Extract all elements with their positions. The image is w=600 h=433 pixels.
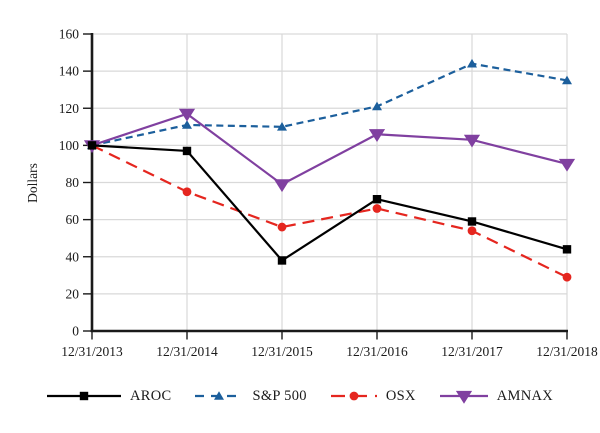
series-s-p-500-line — [91, 62, 568, 147]
series-aroc — [87, 141, 572, 265]
x-tick-label: 12/31/2014 — [156, 344, 218, 359]
legend-label-s-p-500: S&P 500 — [252, 387, 307, 404]
series-aroc-line — [91, 144, 568, 262]
legend-item-amnax: AMNAX — [439, 387, 554, 405]
x-tick-label: 12/31/2013 — [61, 344, 123, 359]
legend-label-osx: OSX — [385, 387, 416, 404]
y-tick-label: 160 — [59, 27, 80, 42]
series-osx — [87, 140, 572, 282]
series-osx-line — [91, 144, 568, 279]
legend-item-s-p-500: S&P 500 — [195, 387, 307, 405]
legend-sample-aroc-square-icon — [46, 391, 121, 401]
y-tick-label: 40 — [66, 249, 80, 264]
legend-sample-amnax-triangle-down-icon — [439, 390, 488, 404]
y-tick-label: 0 — [72, 324, 79, 339]
y-tick-label: 120 — [59, 101, 80, 116]
y-tick-label: 80 — [66, 175, 80, 190]
legend-item-aroc: AROC — [46, 387, 172, 405]
x-tick-label: 12/31/2017 — [441, 344, 503, 359]
legend-label-aroc: AROC — [129, 387, 172, 404]
x-tick-label: 12/31/2018 — [536, 344, 598, 359]
series-amnax-line — [91, 112, 568, 186]
x-tick-label: 12/31/2015 — [251, 344, 313, 359]
legend-sample-s-p-500-triangle-up-icon — [195, 391, 244, 400]
legend-item-osx: OSX — [330, 387, 416, 405]
y-axis-title: Dollars — [25, 163, 40, 203]
legend-sample-osx-circle-icon — [330, 391, 377, 401]
series-s-p-500 — [87, 58, 572, 150]
y-tick-label: 20 — [66, 286, 80, 301]
y-tick-label: 140 — [59, 64, 80, 79]
y-tick-label: 100 — [59, 138, 80, 153]
y-tick-label: 60 — [66, 212, 80, 227]
x-tick-label: 12/31/2016 — [346, 344, 408, 359]
legend-label-amnax: AMNAX — [496, 387, 554, 404]
chart-legend: AROC S&P 500 OSX AMNAX — [0, 383, 600, 409]
